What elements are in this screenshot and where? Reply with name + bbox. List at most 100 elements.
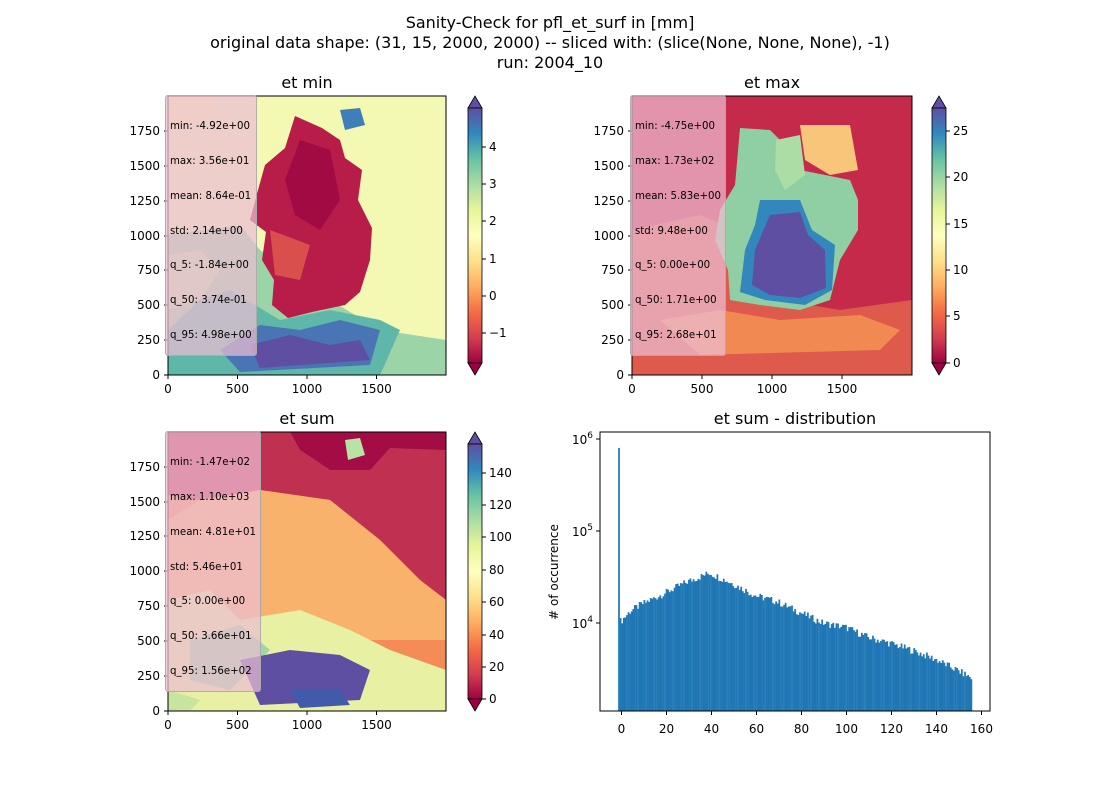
histogram-bar (713, 577, 716, 711)
y-ticks-et-sum: 0 250 500 750 1000 1250 1500 1750 (129, 460, 168, 718)
histogram-bar (681, 583, 684, 711)
histogram-bar (816, 618, 819, 711)
histogram-bar (927, 655, 930, 711)
histogram-bar (649, 598, 652, 711)
x-tick-label: 80 (794, 722, 809, 736)
histogram-bar (668, 592, 671, 711)
y-ticks-et-min: 0 250 500 750 1000 1250 1500 1750 (129, 124, 168, 382)
histogram-bar (695, 580, 698, 711)
histogram-bar (808, 618, 811, 711)
x-tick-label: 0 (618, 722, 626, 736)
histogram-bar (957, 670, 960, 711)
histogram-bar (824, 623, 827, 711)
histogram-bar (967, 675, 970, 711)
histogram-bar (789, 606, 792, 711)
colorbar-tick-label: 3 (489, 177, 497, 191)
histogram-bar (956, 667, 958, 711)
histogram-bar (716, 574, 719, 711)
histogram-bar (867, 636, 870, 711)
x-tick-label: 0 (164, 718, 172, 732)
histogram-bar (792, 611, 795, 711)
histogram-bar (714, 578, 717, 711)
histogram-bar (857, 636, 860, 711)
histogram-bar (710, 574, 712, 711)
histogram-bar (673, 587, 676, 711)
y-ticks-et-max: 0 250 500 750 1000 1250 1500 1750 (593, 124, 632, 382)
histogram-bar (699, 579, 701, 711)
histogram-bar (687, 579, 690, 711)
stats-box-et-min: min: -4.92e+00 max: 3.56e+01 mean: 8.64e… (165, 95, 257, 357)
histogram-bar (938, 661, 941, 711)
histogram-bar (907, 647, 909, 711)
y-tick-label: 500 (137, 634, 160, 648)
histogram-bar (881, 639, 884, 711)
colorbar-ticks-et-sum: 0 20 40 60 80 100 120 140 (482, 466, 512, 706)
y-tick-label: 1750 (129, 124, 160, 138)
histogram-bar (837, 623, 839, 711)
histogram-bar (748, 595, 751, 711)
histogram-bar (694, 581, 697, 711)
histogram-bar (832, 622, 835, 711)
x-tick-label: 1500 (827, 382, 858, 396)
histogram-bar (635, 605, 638, 711)
histogram-bar (811, 614, 814, 711)
y-tick-label: 750 (601, 263, 624, 277)
histogram-bar (954, 667, 957, 711)
histogram-bar (684, 582, 687, 711)
histogram-bar (751, 596, 754, 711)
histogram-bars (618, 447, 973, 711)
histogram-bar (945, 666, 947, 711)
histogram-bar (802, 614, 804, 711)
histogram-bar (722, 578, 725, 711)
histogram-bar (810, 615, 812, 711)
histogram-bar (645, 602, 647, 711)
stats-box-et-sum: min: -1.47e+02 max: 1.10e+03 mean: 4.81e… (165, 431, 262, 693)
stat-line: mean: 4.81e+01 (170, 526, 257, 538)
colorbar-tick-label: −1 (489, 326, 507, 340)
histogram-bar (665, 588, 668, 711)
histogram-bar (826, 621, 828, 711)
stat-line: min: -1.47e+02 (170, 457, 251, 469)
histogram-bar (770, 597, 773, 711)
histogram-bar (676, 583, 679, 711)
histogram-bar (753, 595, 755, 711)
histogram-bar (921, 656, 924, 711)
histogram-bar (807, 612, 809, 711)
title-line: run: 2004_10 (496, 53, 604, 72)
histogram-bar (911, 653, 914, 711)
histogram-bar (829, 627, 831, 711)
histogram-bar (784, 602, 787, 711)
histogram-bar (932, 660, 935, 711)
x-tick-label: 120 (880, 722, 903, 736)
histogram-bar (656, 599, 658, 711)
histogram-bar (937, 662, 939, 711)
histogram-bar (940, 662, 943, 711)
colorbar-tick-label: 100 (489, 530, 512, 544)
panel-title-et-min: et min (281, 73, 333, 92)
panel-title-et-max: et max (743, 73, 801, 92)
histogram-bar (887, 646, 890, 711)
histogram-bar (662, 596, 665, 711)
histogram-bar (727, 582, 730, 711)
stat-line: q_50: 1.71e+00 (635, 295, 717, 307)
histogram-bar (651, 598, 654, 711)
histogram-bar (949, 667, 952, 711)
histogram-bar (654, 598, 657, 711)
stats-box-et-max: min: -4.75e+00 max: 1.73e+02 mean: 5.83e… (630, 95, 727, 357)
x-ticks-et-max: 0 500 1000 1500 (628, 375, 857, 396)
histogram-bar (776, 603, 779, 711)
colorbar-tick-label: 0 (489, 289, 497, 303)
histogram-bar (827, 622, 830, 711)
colorbar-tick-label: 40 (489, 628, 504, 642)
y-tick-label: 500 (601, 298, 624, 312)
panel-title-et-sum: et sum (279, 409, 335, 428)
histogram-bar (703, 575, 706, 711)
stat-line: max: 1.10e+03 (170, 491, 250, 503)
y-tick-label: 104 (572, 615, 593, 631)
histogram-bar (646, 600, 649, 711)
stat-line: min: -4.75e+00 (635, 121, 716, 133)
histogram-bar (929, 658, 931, 711)
histogram-bar (849, 627, 852, 711)
colorbar-ticks-et-min: −1 0 1 2 3 4 (482, 140, 507, 340)
histogram-bar (741, 591, 744, 711)
